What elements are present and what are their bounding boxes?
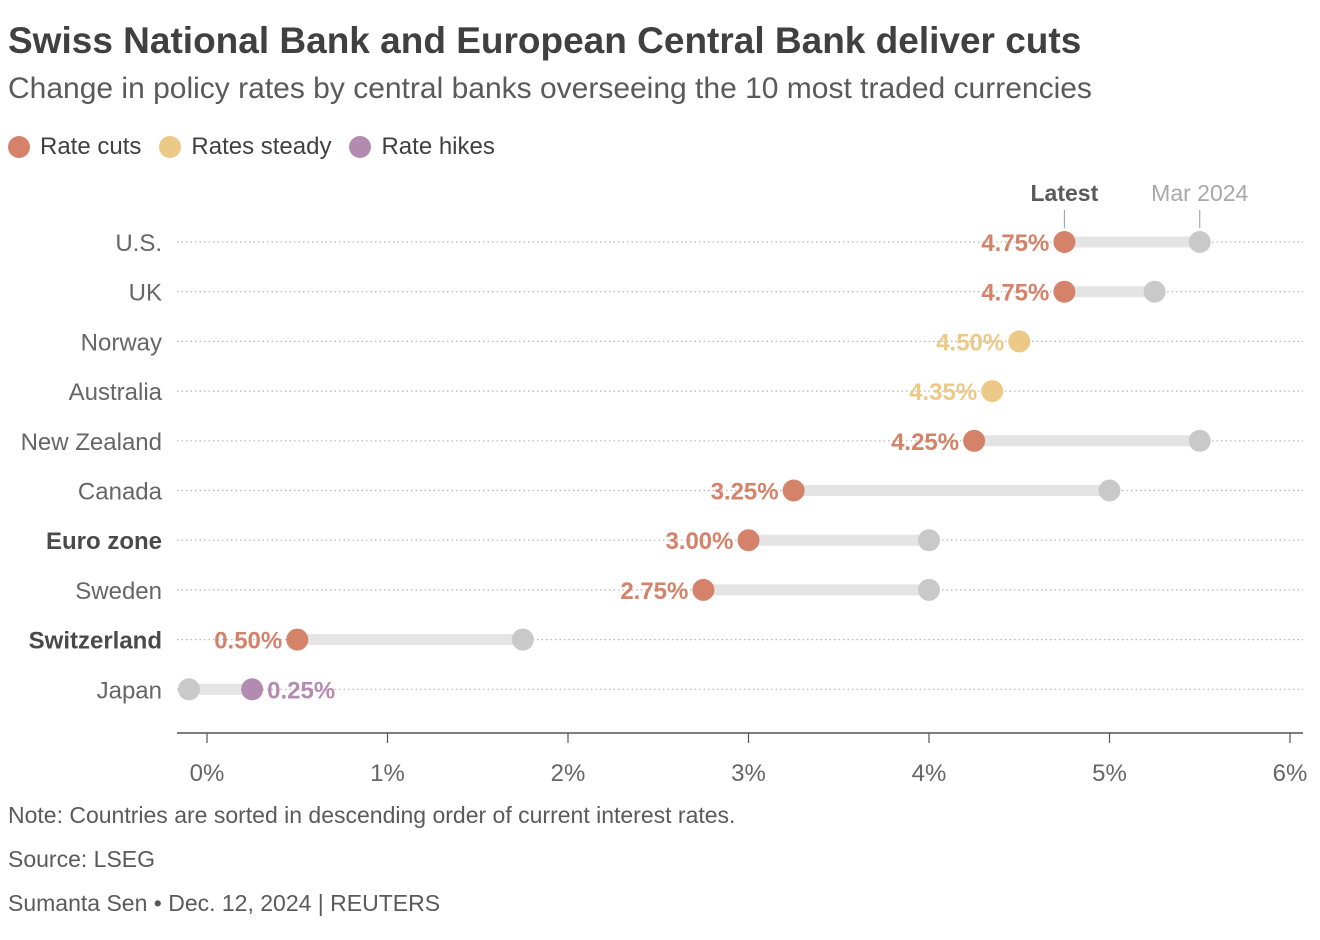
- previous-dot-u-s: [1188, 231, 1211, 253]
- latest-header-label: Latest: [1031, 180, 1099, 206]
- chart-subtitle: Change in policy rates by central banks …: [8, 72, 1092, 105]
- row-label-euro-zone: Euro zone: [46, 528, 162, 555]
- row-label-uk: UK: [129, 280, 162, 307]
- value-label-canada: 3.25%: [711, 479, 779, 506]
- previous-dot-uk: [1143, 280, 1166, 303]
- value-label-australia: 4.35%: [909, 379, 977, 406]
- value-label-euro-zone: 3.00%: [665, 528, 733, 555]
- x-tick-label-1: 1%: [370, 760, 405, 787]
- latest-dot-japan: [241, 678, 264, 701]
- legend-item-hikes: Rate hikes: [349, 133, 495, 161]
- latest-dot-switzerland: [286, 628, 309, 651]
- row-label-australia: Australia: [69, 379, 163, 406]
- chart-title: Swiss National Bank and European Central…: [8, 20, 1082, 61]
- x-tick-label-3: 3%: [731, 760, 766, 787]
- row-label-norway: Norway: [81, 329, 162, 356]
- row-label-japan: Japan: [97, 677, 162, 704]
- latest-dot-norway: [1008, 330, 1031, 353]
- value-label-sweden: 2.75%: [620, 578, 688, 605]
- footnote: Note: Countries are sorted in descending…: [8, 802, 736, 828]
- value-label-uk: 4.75%: [981, 280, 1049, 307]
- previous-dot-new-zealand: [1188, 429, 1211, 452]
- x-tick-label-6: 6%: [1273, 760, 1308, 787]
- previous-dot-switzerland: [511, 628, 534, 651]
- legend-dot-steady: [159, 136, 182, 158]
- x-tick-label-4: 4%: [912, 760, 947, 787]
- previous-dot-japan: [177, 678, 200, 701]
- previous-dot-canada: [1098, 479, 1121, 502]
- value-label-norway: 4.50%: [936, 329, 1004, 356]
- row-label-u-s: U.S.: [115, 230, 162, 257]
- legend-dot-hikes: [349, 136, 372, 158]
- legend-dot-cuts: [8, 136, 30, 158]
- dumbbell-chart: Latest Mar 2024 U.S. 4.75% UK 4.75% Norway 4.50…: [21, 180, 1308, 787]
- byline: Sumanta Sen • Dec. 12, 2024 | REUTERS: [8, 890, 441, 916]
- previous-dot-sweden: [918, 578, 940, 601]
- latest-dot-sweden: [692, 578, 715, 601]
- value-label-new-zealand: 4.25%: [891, 429, 959, 456]
- source-line: Source: LSEG: [8, 846, 156, 872]
- latest-dot-new-zealand: [963, 429, 986, 452]
- legend: Rate cuts Rates steady Rate hikes: [8, 133, 513, 161]
- legend-item-cuts: Rate cuts: [8, 133, 141, 161]
- x-tick-label-2: 2%: [551, 760, 586, 787]
- previous-header-label: Mar 2024: [1151, 180, 1248, 206]
- legend-item-steady: Rates steady: [159, 133, 331, 161]
- row-label-switzerland: Switzerland: [29, 628, 162, 655]
- value-label-japan: 0.25%: [267, 677, 335, 704]
- latest-dot-uk: [1053, 280, 1076, 303]
- x-tick-label-5: 5%: [1092, 760, 1127, 787]
- legend-label-cuts: Rate cuts: [40, 133, 142, 160]
- latest-dot-u-s: [1053, 231, 1076, 253]
- row-label-sweden: Sweden: [75, 578, 162, 605]
- value-label-switzerland: 0.50%: [214, 628, 282, 655]
- previous-dot-euro-zone: [918, 529, 940, 552]
- legend-label-hikes: Rate hikes: [381, 133, 495, 160]
- row-label-canada: Canada: [78, 479, 163, 506]
- value-label-u-s: 4.75%: [981, 230, 1049, 257]
- row-label-new-zealand: New Zealand: [21, 429, 162, 456]
- latest-dot-australia: [981, 380, 1004, 403]
- latest-dot-canada: [782, 479, 805, 502]
- x-tick-label-0: 0%: [190, 760, 225, 787]
- legend-label-steady: Rates steady: [191, 133, 332, 160]
- latest-dot-euro-zone: [737, 529, 760, 552]
